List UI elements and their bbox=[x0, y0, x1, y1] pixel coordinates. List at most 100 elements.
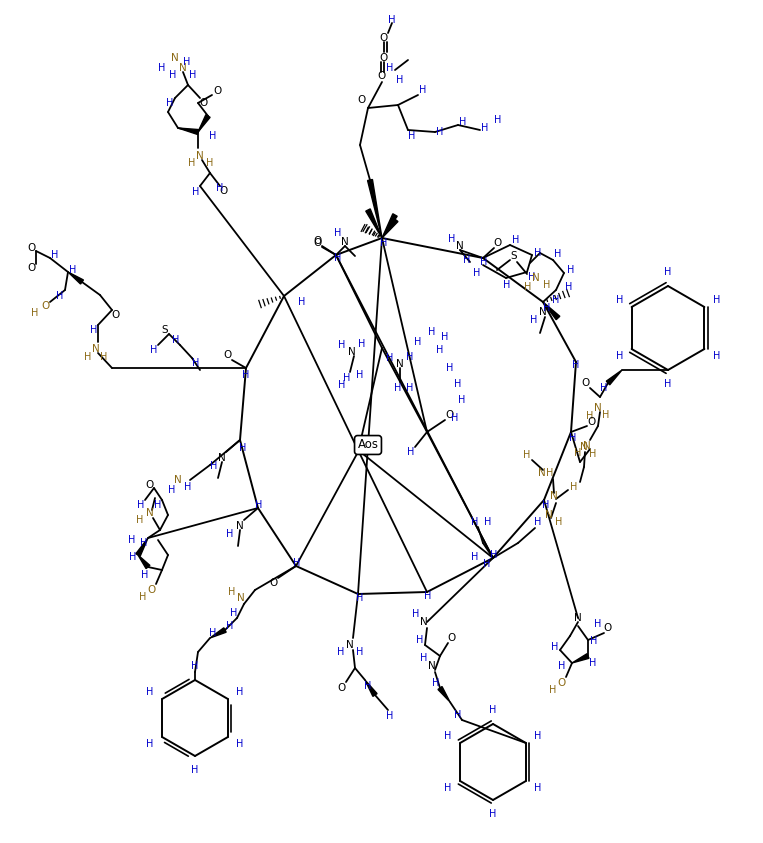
Text: N: N bbox=[92, 344, 100, 354]
Text: H: H bbox=[356, 647, 364, 657]
Text: H: H bbox=[141, 570, 149, 580]
Text: H: H bbox=[602, 410, 610, 420]
Text: N: N bbox=[179, 63, 187, 73]
Text: N: N bbox=[538, 468, 546, 478]
Text: H: H bbox=[446, 363, 454, 373]
Polygon shape bbox=[138, 555, 150, 568]
Text: H: H bbox=[90, 325, 98, 335]
Text: H: H bbox=[472, 552, 478, 562]
Text: H: H bbox=[565, 282, 573, 292]
Text: H: H bbox=[665, 379, 671, 389]
Text: H: H bbox=[209, 628, 217, 638]
Text: H: H bbox=[158, 63, 166, 73]
Text: H: H bbox=[217, 183, 224, 193]
Text: O: O bbox=[146, 480, 154, 490]
Text: H: H bbox=[481, 123, 488, 133]
Text: H: H bbox=[169, 70, 177, 80]
Text: O: O bbox=[28, 243, 36, 253]
Text: H: H bbox=[428, 327, 436, 337]
Polygon shape bbox=[543, 302, 560, 319]
Text: O: O bbox=[604, 623, 612, 633]
Text: H: H bbox=[589, 449, 597, 459]
Text: H: H bbox=[713, 295, 720, 305]
Text: H: H bbox=[616, 295, 623, 305]
Text: H: H bbox=[364, 681, 372, 691]
Text: H: H bbox=[433, 678, 439, 688]
Text: N: N bbox=[532, 273, 540, 283]
Text: H: H bbox=[575, 448, 581, 458]
Text: H: H bbox=[552, 295, 560, 305]
Text: H: H bbox=[542, 500, 549, 510]
Text: N: N bbox=[583, 441, 591, 451]
Text: H: H bbox=[594, 619, 602, 629]
Text: H: H bbox=[211, 461, 217, 471]
Text: H: H bbox=[436, 345, 444, 355]
Text: H: H bbox=[146, 739, 153, 749]
Text: N: N bbox=[237, 593, 245, 603]
Text: H: H bbox=[337, 647, 345, 657]
Text: O: O bbox=[112, 310, 120, 320]
Text: H: H bbox=[394, 383, 401, 393]
Text: N: N bbox=[348, 347, 356, 357]
Text: O: O bbox=[448, 633, 456, 643]
Text: H: H bbox=[137, 515, 143, 525]
Text: H: H bbox=[386, 353, 394, 363]
Text: N: N bbox=[539, 307, 547, 317]
Text: O: O bbox=[446, 410, 454, 420]
Text: H: H bbox=[451, 413, 459, 423]
Text: H: H bbox=[137, 500, 145, 510]
Text: H: H bbox=[192, 765, 198, 775]
Text: H: H bbox=[386, 711, 394, 721]
Text: H: H bbox=[227, 621, 233, 631]
Text: H: H bbox=[192, 358, 200, 368]
Polygon shape bbox=[198, 115, 210, 132]
Text: N: N bbox=[236, 521, 244, 531]
Text: H: H bbox=[100, 352, 108, 362]
Text: H: H bbox=[150, 345, 158, 355]
Text: H: H bbox=[31, 308, 39, 318]
Text: N: N bbox=[580, 442, 588, 452]
Text: N: N bbox=[428, 661, 436, 671]
Text: N: N bbox=[171, 53, 179, 63]
Text: H: H bbox=[140, 592, 146, 602]
Text: H: H bbox=[334, 253, 342, 263]
Text: H: H bbox=[128, 535, 136, 545]
Text: H: H bbox=[420, 653, 428, 663]
Text: H: H bbox=[546, 468, 554, 478]
Text: H: H bbox=[407, 383, 414, 393]
Text: S: S bbox=[162, 325, 169, 335]
Text: O: O bbox=[313, 238, 321, 248]
Text: H: H bbox=[543, 280, 551, 290]
Text: N: N bbox=[196, 151, 204, 161]
Text: H: H bbox=[188, 158, 195, 168]
Text: N: N bbox=[550, 491, 558, 501]
Text: N: N bbox=[218, 453, 226, 463]
Text: H: H bbox=[256, 500, 262, 510]
Text: H: H bbox=[206, 158, 214, 168]
Polygon shape bbox=[365, 680, 377, 696]
Text: H: H bbox=[591, 636, 597, 646]
Text: H: H bbox=[552, 642, 559, 652]
Text: H: H bbox=[298, 297, 306, 307]
Text: O: O bbox=[224, 350, 232, 360]
Text: H: H bbox=[534, 517, 542, 527]
Text: H: H bbox=[334, 228, 342, 238]
Text: H: H bbox=[572, 360, 580, 370]
Text: H: H bbox=[472, 517, 478, 527]
Text: H: H bbox=[146, 687, 153, 697]
Text: H: H bbox=[380, 238, 388, 248]
Text: H: H bbox=[534, 783, 542, 793]
Text: H: H bbox=[172, 335, 180, 345]
Text: H: H bbox=[166, 98, 174, 108]
Text: H: H bbox=[555, 517, 562, 527]
Text: H: H bbox=[489, 705, 497, 715]
Text: H: H bbox=[616, 351, 623, 361]
Text: O: O bbox=[313, 236, 321, 246]
Text: O: O bbox=[148, 585, 156, 595]
Text: O: O bbox=[213, 86, 221, 96]
Text: H: H bbox=[412, 609, 420, 619]
Text: N: N bbox=[174, 475, 182, 485]
Polygon shape bbox=[368, 180, 382, 238]
Text: H: H bbox=[543, 303, 551, 313]
Polygon shape bbox=[178, 128, 198, 134]
